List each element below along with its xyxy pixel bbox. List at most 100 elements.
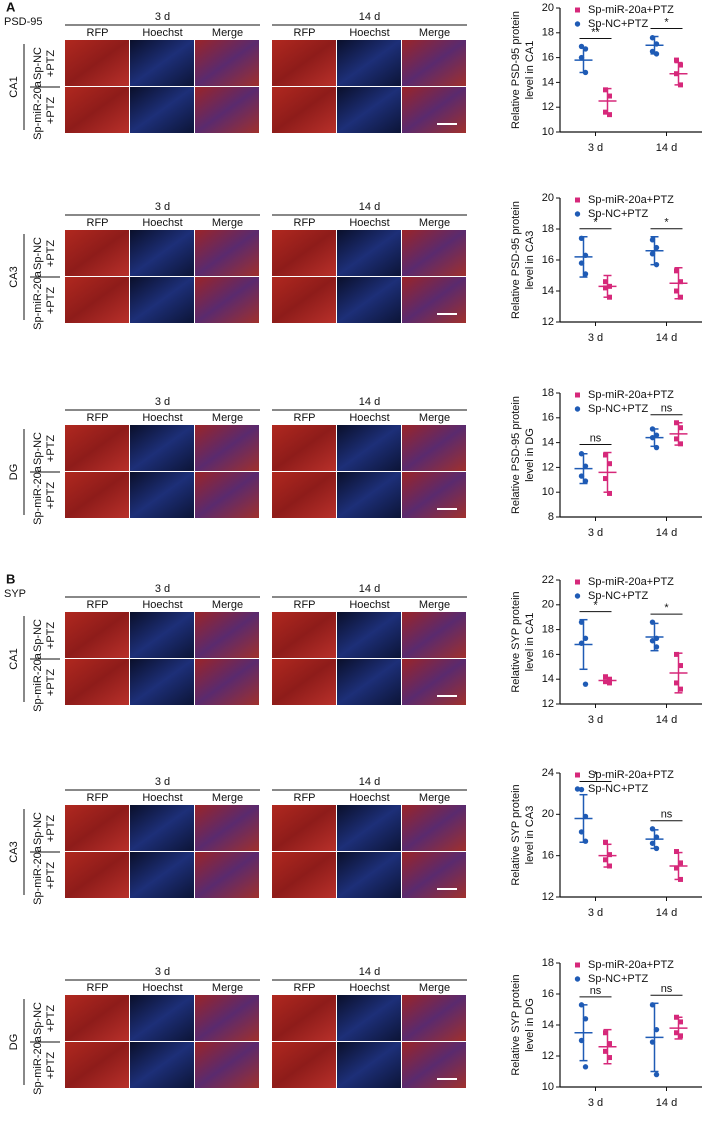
micrograph (402, 612, 466, 658)
data-point (607, 490, 612, 496)
condition-label: +PTZ (45, 482, 57, 509)
micrograph (272, 277, 336, 323)
micrograph (130, 659, 194, 705)
condition-label: +PTZ (45, 862, 57, 889)
x-tick-label: 14 d (656, 907, 677, 919)
legend-marker (575, 772, 580, 778)
data-point (678, 686, 683, 692)
micrograph (337, 612, 401, 658)
micrograph (272, 87, 336, 133)
micrograph (337, 472, 401, 518)
x-tick-label: 14 d (656, 714, 677, 726)
micrograph (130, 1042, 194, 1088)
significance-label: * (593, 769, 598, 781)
y-tick-label: 10 (542, 486, 554, 498)
y-tick-label: 8 (548, 511, 554, 523)
channel-label: Hoechst (142, 217, 182, 229)
micrograph (402, 659, 466, 705)
micrograph (130, 87, 194, 133)
data-point (678, 663, 683, 669)
data-point (607, 93, 612, 99)
y-tick-label: 22 (542, 574, 554, 586)
region-label: DG (8, 1034, 20, 1051)
x-tick-label: 3 d (588, 332, 603, 344)
micrograph (402, 852, 466, 898)
micrograph (195, 995, 259, 1041)
legend-label: Sp-NC+PTZ (588, 973, 648, 985)
legend-label: Sp-miR-20a+PTZ (588, 194, 674, 206)
micrograph (130, 852, 194, 898)
y-axis-label: Relative PSD-95 protein (510, 11, 522, 129)
significance-label: ns (590, 985, 602, 997)
y-tick-label: 24 (542, 767, 554, 779)
micrograph (337, 230, 401, 276)
micrograph (402, 87, 466, 133)
y-tick-label: 20 (542, 192, 554, 204)
y-axis-label: level in CA3 (524, 231, 536, 290)
channel-label: Merge (212, 599, 243, 611)
group-label: 14 d (359, 776, 380, 788)
channel-label: RFP (87, 27, 109, 39)
y-tick-label: 12 (542, 316, 554, 328)
micrograph (195, 40, 259, 86)
micrograph (65, 472, 129, 518)
legend-marker (574, 21, 581, 27)
channel-label: Hoechst (142, 599, 182, 611)
micrograph (195, 612, 259, 658)
condition-label: Sp-NC (32, 432, 44, 465)
micrograph (337, 425, 401, 471)
channel-label: Merge (419, 412, 450, 424)
micrograph (337, 659, 401, 705)
channel-label: RFP (294, 217, 316, 229)
micrograph (272, 472, 336, 518)
y-tick-label: 18 (542, 223, 554, 235)
channel-label: Hoechst (349, 792, 389, 804)
data-point (607, 461, 612, 467)
y-axis-label: level in DG (524, 428, 536, 482)
legend-marker (575, 579, 580, 585)
channel-label: Hoechst (349, 982, 389, 994)
data-point (674, 57, 679, 63)
group-label: 3 d (155, 396, 170, 408)
y-tick-label: 18 (542, 387, 554, 399)
data-point (607, 852, 612, 858)
micrograph (195, 659, 259, 705)
channel-label: Merge (419, 27, 450, 39)
y-axis-label: level in CA3 (524, 806, 536, 865)
condition-label: Sp-NC (32, 619, 44, 652)
significance-label: * (593, 217, 598, 229)
legend-label: Sp-NC+PTZ (588, 403, 648, 415)
data-point (674, 436, 679, 442)
x-tick-label: 14 d (656, 527, 677, 539)
legend-label: Sp-miR-20a+PTZ (588, 4, 674, 16)
micrograph (130, 230, 194, 276)
y-tick-label: 16 (542, 52, 554, 64)
x-tick-label: 14 d (656, 142, 677, 154)
x-tick-label: 3 d (588, 1097, 603, 1109)
legend-label: Sp-miR-20a+PTZ (588, 576, 674, 588)
y-tick-label: 16 (542, 254, 554, 266)
condition-label: +PTZ (45, 97, 57, 124)
significance-label: * (664, 217, 669, 229)
micrograph (65, 425, 129, 471)
data-point (678, 1019, 683, 1025)
channel-label: Merge (212, 27, 243, 39)
panel-letter: A (6, 0, 16, 14)
channel-label: Hoechst (349, 599, 389, 611)
region-label: CA3 (8, 266, 20, 287)
channel-label: RFP (294, 982, 316, 994)
condition-label: +PTZ (45, 50, 57, 77)
legend-marker (575, 392, 580, 398)
data-point (678, 441, 683, 447)
y-tick-label: 18 (542, 957, 554, 969)
legend-label: Sp-NC+PTZ (588, 18, 648, 30)
region-label: CA1 (8, 76, 20, 97)
data-point (607, 676, 612, 682)
channel-label: Hoechst (349, 217, 389, 229)
channel-label: RFP (87, 217, 109, 229)
condition-label: +PTZ (45, 435, 57, 462)
data-point (678, 62, 683, 68)
micrograph (195, 1042, 259, 1088)
micrograph (65, 1042, 129, 1088)
condition-label: +PTZ (45, 240, 57, 267)
